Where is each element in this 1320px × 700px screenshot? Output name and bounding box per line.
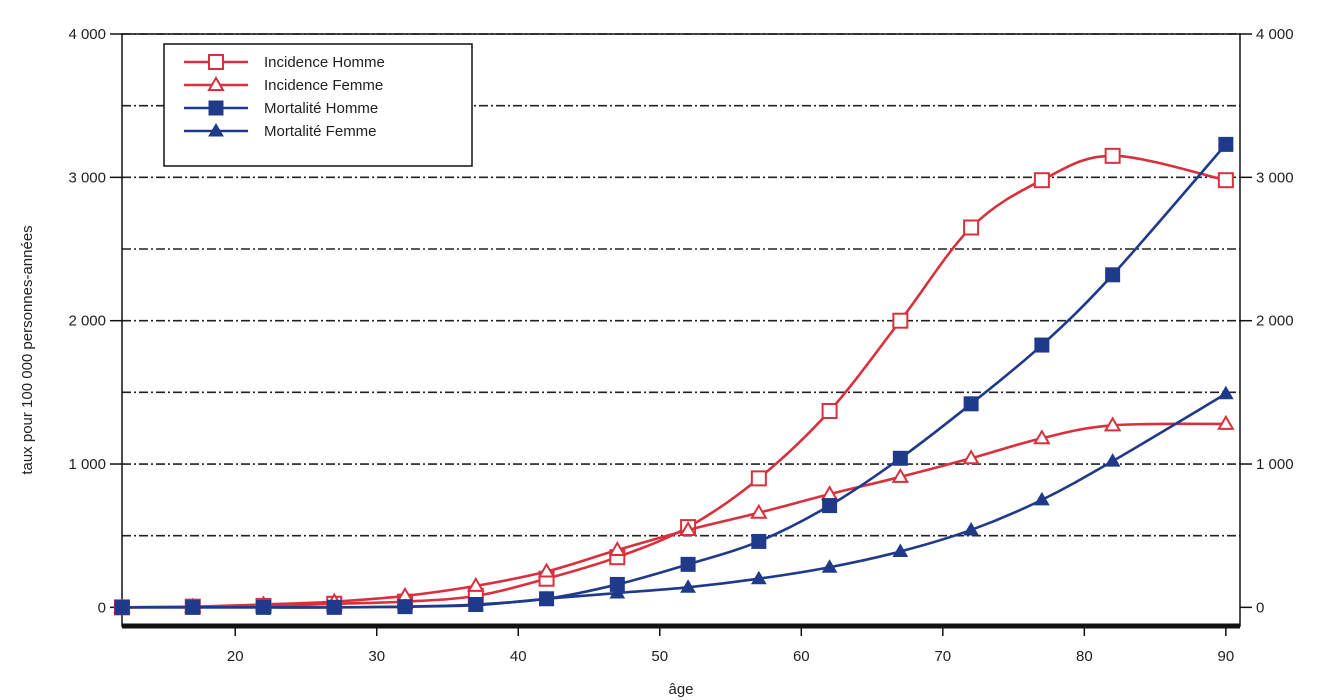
y-tick-label-left: 4 000 <box>68 26 106 43</box>
data-point <box>679 520 697 536</box>
series-line <box>122 143 1227 609</box>
data-point <box>1217 414 1235 430</box>
legend-marker <box>208 100 224 116</box>
y-axis-title: taux pour 100 000 personnes-années <box>19 225 36 474</box>
data-point <box>680 579 696 593</box>
data-point <box>467 576 485 592</box>
data-point <box>892 312 909 329</box>
data-point <box>114 599 130 613</box>
y-tick-label-left: 0 <box>98 599 106 616</box>
data-point <box>680 556 696 572</box>
data-point <box>892 450 908 466</box>
x-tick-label: 60 <box>793 648 810 665</box>
x-tick-label: 80 <box>1076 648 1093 665</box>
data-point <box>822 498 838 514</box>
data-point <box>963 521 979 536</box>
x-axis-title: âge <box>668 681 693 698</box>
x-tick-label: 90 <box>1218 648 1235 665</box>
y-tick-label-right: 0 <box>1256 599 1264 616</box>
x-tick-label: 50 <box>651 648 668 665</box>
data-point <box>821 402 838 419</box>
data-point <box>326 599 343 613</box>
y-tick-label-right: 4 000 <box>1256 26 1294 43</box>
y-tick-label-left: 1 000 <box>68 456 106 473</box>
legend-label: Incidence Femme <box>264 77 383 94</box>
data-point <box>397 598 413 613</box>
x-tick-label: 20 <box>227 648 244 665</box>
x-tick-label: 30 <box>368 648 385 665</box>
series-0 <box>114 147 1234 616</box>
legend: Incidence Homme Incidence Femme Mortalité … <box>163 43 473 167</box>
legend-label: Incidence Homme <box>264 54 385 71</box>
data-point <box>891 467 910 483</box>
data-point <box>537 562 556 578</box>
series-2 <box>114 136 1234 615</box>
data-point <box>963 219 980 236</box>
axes: 0 0 1 000 1 000 2 000 2 000 3 000 3 000 4 000 4 0… <box>68 26 1293 665</box>
data-point <box>1217 172 1234 189</box>
data-point <box>184 599 201 613</box>
y-tick-label-left: 2 000 <box>68 313 106 330</box>
data-point <box>538 590 555 605</box>
data-point <box>467 597 484 611</box>
y-tick-label-right: 2 000 <box>1256 313 1294 330</box>
y-tick-label-right: 1 000 <box>1256 456 1294 473</box>
data-point <box>1218 136 1234 152</box>
legend-label: Mortalité Homme <box>264 100 378 117</box>
data-point <box>750 570 767 585</box>
data-point <box>1034 491 1050 506</box>
data-point <box>255 599 272 613</box>
data-point <box>1217 385 1234 400</box>
series-1 <box>113 414 1235 614</box>
data-point <box>751 533 767 549</box>
x-tick-label: 40 <box>510 648 527 665</box>
data-point <box>821 559 838 573</box>
data-point <box>609 585 626 599</box>
legend-marker <box>208 54 224 70</box>
series-lines <box>113 136 1235 616</box>
data-point <box>1104 453 1121 467</box>
legend-marker <box>208 123 224 137</box>
data-point <box>1033 429 1051 445</box>
y-tick-label-right: 3 000 <box>1256 169 1294 186</box>
data-point <box>1034 337 1050 353</box>
legend-label: Mortalité Femme <box>264 123 377 140</box>
data-point <box>608 541 627 557</box>
data-point <box>750 470 767 487</box>
data-point <box>963 396 979 412</box>
series-3 <box>114 385 1234 613</box>
data-point <box>962 449 980 465</box>
data-point <box>750 503 768 519</box>
data-point <box>1104 147 1121 164</box>
x-tick-label: 70 <box>934 648 951 665</box>
y-tick-label-left: 3 000 <box>68 169 106 186</box>
data-point <box>1105 267 1121 283</box>
series-line <box>122 392 1227 609</box>
series-line <box>121 422 1226 609</box>
series-line <box>121 154 1227 609</box>
data-point <box>1033 172 1050 189</box>
data-point <box>1103 416 1122 432</box>
data-point <box>892 543 909 557</box>
legend-marker <box>207 76 225 91</box>
